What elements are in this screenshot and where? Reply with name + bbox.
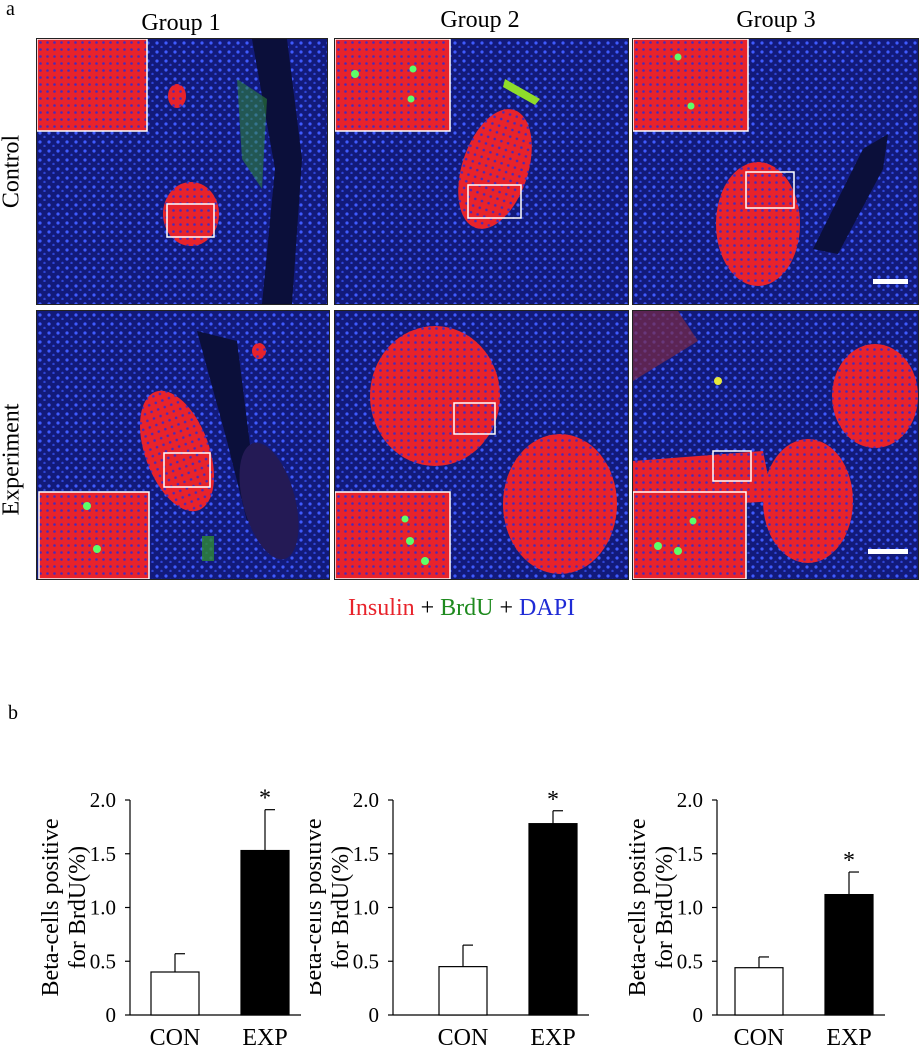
x-category-label: CON [438, 1025, 489, 1050]
y-tick-label: 0.5 [90, 949, 116, 973]
y-tick-label: 0 [106, 1003, 117, 1027]
y-tick-label: 0.5 [353, 949, 379, 973]
y-axis-label-line-1: Beta-cells positive [310, 819, 327, 997]
bar-exp [528, 823, 578, 1016]
row-title-experiment: Experiment [0, 403, 25, 516]
x-category-label: EXP [530, 1025, 575, 1050]
micrograph-experiment-group-3 [632, 310, 919, 580]
x-category-label: CON [734, 1025, 785, 1050]
stain-brdu: BrdU [440, 595, 494, 621]
bar-con [150, 971, 200, 1016]
micrograph-control-group-2 [334, 38, 629, 305]
stain-insulin: Insulin [347, 595, 415, 621]
significance-marker: * [547, 787, 559, 813]
micrograph-control-group-1 [36, 38, 328, 305]
y-axis-label-line-2: for BrdU(%) [652, 846, 678, 969]
y-tick-label: 2.0 [353, 788, 379, 812]
x-category-label: EXP [826, 1025, 871, 1050]
significance-marker: * [259, 786, 271, 812]
stain-plus-2: + [493, 595, 520, 621]
column-title-group-3: Group 3 [736, 7, 816, 33]
y-tick-label: 2.0 [677, 788, 703, 812]
column-title-group-2: Group 2 [440, 7, 520, 33]
stain-dapi: DAPI [519, 595, 576, 621]
bar-exp [240, 849, 290, 1016]
bar-con [734, 967, 784, 1016]
y-tick-label: 2.0 [90, 788, 116, 812]
micrograph-experiment-group-2 [334, 310, 629, 580]
y-tick-label: 0 [693, 1003, 704, 1027]
significance-marker: * [843, 848, 855, 874]
y-tick-label: 0.5 [677, 949, 703, 973]
y-tick-label: 1.5 [90, 842, 116, 866]
y-tick-label: 0 [369, 1003, 380, 1027]
bar-chart-group-1: 0 0.5 1.0 1.5 2.0 Beta-cells positive for BrdU… [38, 786, 301, 1050]
y-axis-label-line-1: Beta-cells positive [625, 819, 651, 997]
panel-b-label: b [8, 702, 18, 724]
x-category-label: CON [150, 1025, 201, 1050]
x-category-label: EXP [242, 1025, 287, 1050]
panel-a-label: a [6, 0, 15, 20]
micrograph-control-group-3 [632, 38, 919, 305]
y-axis-label-line-1: Beta-cells positive [38, 819, 64, 997]
stain-plus-1: + [414, 595, 441, 621]
row-title-control: Control [0, 134, 25, 209]
bar-con [438, 966, 488, 1016]
bar-chart-group-2: 0 0.5 1.0 1.5 2.0 Beta-cells positive for BrdU… [310, 787, 589, 1050]
y-tick-label: 1.0 [353, 896, 379, 920]
bar-exp [824, 893, 874, 1016]
y-tick-label: 1.0 [677, 896, 703, 920]
y-axis-label-line-2: for BrdU(%) [65, 846, 91, 969]
y-axis-label-line-2: for BrdU(%) [328, 846, 354, 969]
column-title-group-1: Group 1 [141, 10, 221, 36]
y-tick-label: 1.5 [353, 842, 379, 866]
y-tick-label: 1.5 [677, 842, 703, 866]
stain-legend: Insulin + BrdU + DAPI [0, 595, 923, 622]
y-tick-label: 1.0 [90, 896, 116, 920]
bar-chart-group-3: 0 0.5 1.0 1.5 2.0 Beta-cells positive for BrdU… [625, 788, 885, 1050]
micrograph-experiment-group-1 [36, 310, 330, 580]
